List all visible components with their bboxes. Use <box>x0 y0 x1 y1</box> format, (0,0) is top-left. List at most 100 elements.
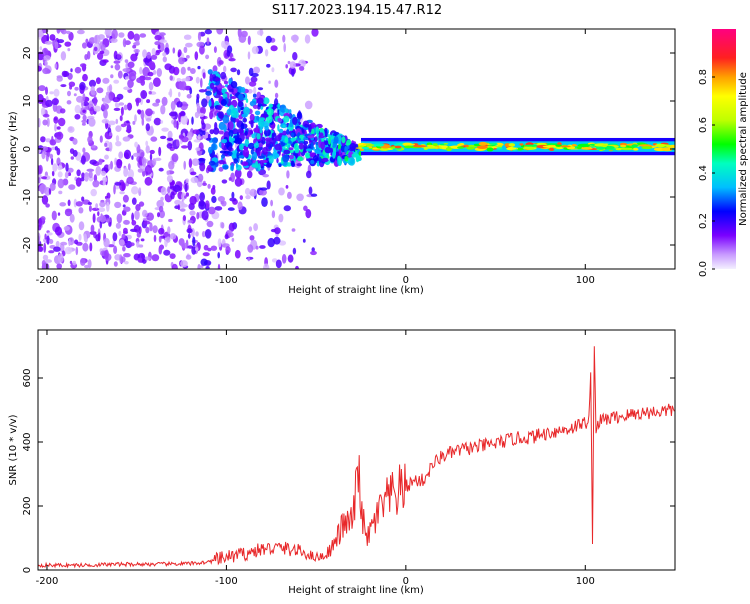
spectrogram-cell <box>163 249 171 256</box>
spectrogram-cell <box>282 154 290 163</box>
spectrogram-cell <box>90 224 95 233</box>
spectrogram-cell <box>53 246 61 252</box>
spectrogram-x-ticks: -200 -100 0 100 <box>36 29 595 286</box>
spectrogram-cell <box>154 41 161 46</box>
spectrogram-cell <box>295 152 299 159</box>
spectrogram-cell <box>133 33 140 42</box>
spectrogram-cell <box>99 215 106 223</box>
spectrogram-cell <box>147 71 154 77</box>
spectrogram-cell <box>56 126 61 130</box>
spectrogram-cell <box>135 98 140 107</box>
spectrogram-cell <box>253 86 257 95</box>
spectrogram-cell <box>292 117 298 125</box>
stable-tone-cell <box>489 142 498 145</box>
spectrogram-cell <box>185 192 189 197</box>
spectrogram-cell <box>278 163 282 167</box>
spectrogram-cell <box>103 98 106 106</box>
spectrogram-cell <box>296 163 303 167</box>
spectrogram-cell <box>122 68 131 73</box>
spectrogram-cell <box>231 191 235 199</box>
spectrogram-cell <box>138 244 144 248</box>
spectrogram-cell <box>202 182 207 186</box>
spectrogram-cell <box>281 253 287 264</box>
spectrogram-cell <box>67 167 74 173</box>
spectrogram-cell <box>201 210 209 221</box>
spectrogram-cell <box>126 120 130 124</box>
stable-tone-cell <box>632 147 639 151</box>
spectrogram-cell <box>305 209 312 219</box>
spectrogram-cell <box>82 93 86 101</box>
spectrogram-cell <box>121 183 126 191</box>
spectrogram-cell <box>113 79 120 84</box>
spectrogram-cell <box>264 125 269 131</box>
spectrogram-cell <box>332 151 337 157</box>
spectrogram-cell <box>69 260 73 264</box>
spectrogram-cell <box>176 77 181 82</box>
spectrogram-cell <box>189 195 197 205</box>
spectrogram-cell <box>59 108 66 114</box>
spectrogram-cell <box>204 229 212 239</box>
spectrogram-cell <box>324 129 328 138</box>
spectrogram-cell <box>220 71 227 80</box>
spectrogram-cell <box>259 29 263 37</box>
spectrogram-cell <box>217 105 222 111</box>
spectrogram-cell <box>153 69 157 75</box>
spectrogram-cell <box>303 140 309 145</box>
spectrogram-cell <box>241 161 249 167</box>
spectrogram-cell <box>256 133 261 140</box>
spectrogram-cell <box>149 149 155 155</box>
spectrogram-cell <box>161 127 169 132</box>
spectrogram-cell <box>127 163 131 171</box>
spectrogram-cell <box>303 136 307 141</box>
spectrogram-cell <box>123 104 128 111</box>
spectrogram-cell <box>230 81 238 88</box>
spectrogram-cell <box>57 212 61 216</box>
spectrogram-cell <box>46 117 50 128</box>
spectrogram-cell <box>151 254 160 262</box>
snr-y-tick-label: 200 <box>22 496 33 515</box>
spectrogram-cell <box>228 121 234 131</box>
spectrogram-cell <box>290 160 295 166</box>
spectrogram-cell <box>143 220 151 225</box>
spectrogram-cell <box>75 246 79 256</box>
spectrogram-cell <box>67 199 71 207</box>
spectrogram-cell <box>196 102 200 109</box>
spectrogram-cell <box>115 135 120 142</box>
spectrogram-cell <box>287 191 292 199</box>
spectrogram-cell <box>212 137 218 144</box>
spectrogram-cell <box>214 206 223 211</box>
spectrogram-cell <box>82 114 87 121</box>
spectrogram-cell <box>287 60 291 65</box>
spectrogram-cell <box>270 45 278 52</box>
spectrogram-cell <box>195 247 199 252</box>
spectrogram-cell <box>218 160 225 165</box>
spectrogram-cell <box>81 172 85 179</box>
spectrogram-cell <box>194 111 200 119</box>
stable-tone-cell <box>443 143 449 145</box>
spectrogram-cell <box>41 176 48 180</box>
spectrogram-cell <box>43 55 51 61</box>
spectrogram-cell <box>156 199 164 208</box>
spectrogram-cell <box>115 125 122 132</box>
spectrogram-cell <box>119 239 125 247</box>
spectrogram-cell <box>266 164 272 168</box>
spectrogram-cell <box>221 200 227 207</box>
spectrogram-cell <box>246 170 253 179</box>
spectrogram-cell <box>310 193 318 197</box>
stable-tone-cell <box>641 146 653 150</box>
spectrogram-cell <box>40 136 46 143</box>
spectrogram-cell <box>39 46 43 51</box>
spectrogram-cell <box>209 129 215 135</box>
spectrogram-cell <box>199 45 205 55</box>
spectrogram-cell <box>183 160 186 170</box>
spectrogram-cell <box>285 64 289 69</box>
spectrogram-cell <box>173 66 180 76</box>
spectrogram-cell <box>259 245 266 249</box>
stable-tone-cell <box>445 147 452 152</box>
spectrogram-cell <box>84 264 90 269</box>
spectrogram-cell <box>153 234 157 242</box>
spectrogram-cell <box>91 207 100 211</box>
spectrogram-cell <box>178 57 185 65</box>
spectrogram-cell <box>214 77 221 82</box>
spectrogram-cell <box>38 29 43 37</box>
